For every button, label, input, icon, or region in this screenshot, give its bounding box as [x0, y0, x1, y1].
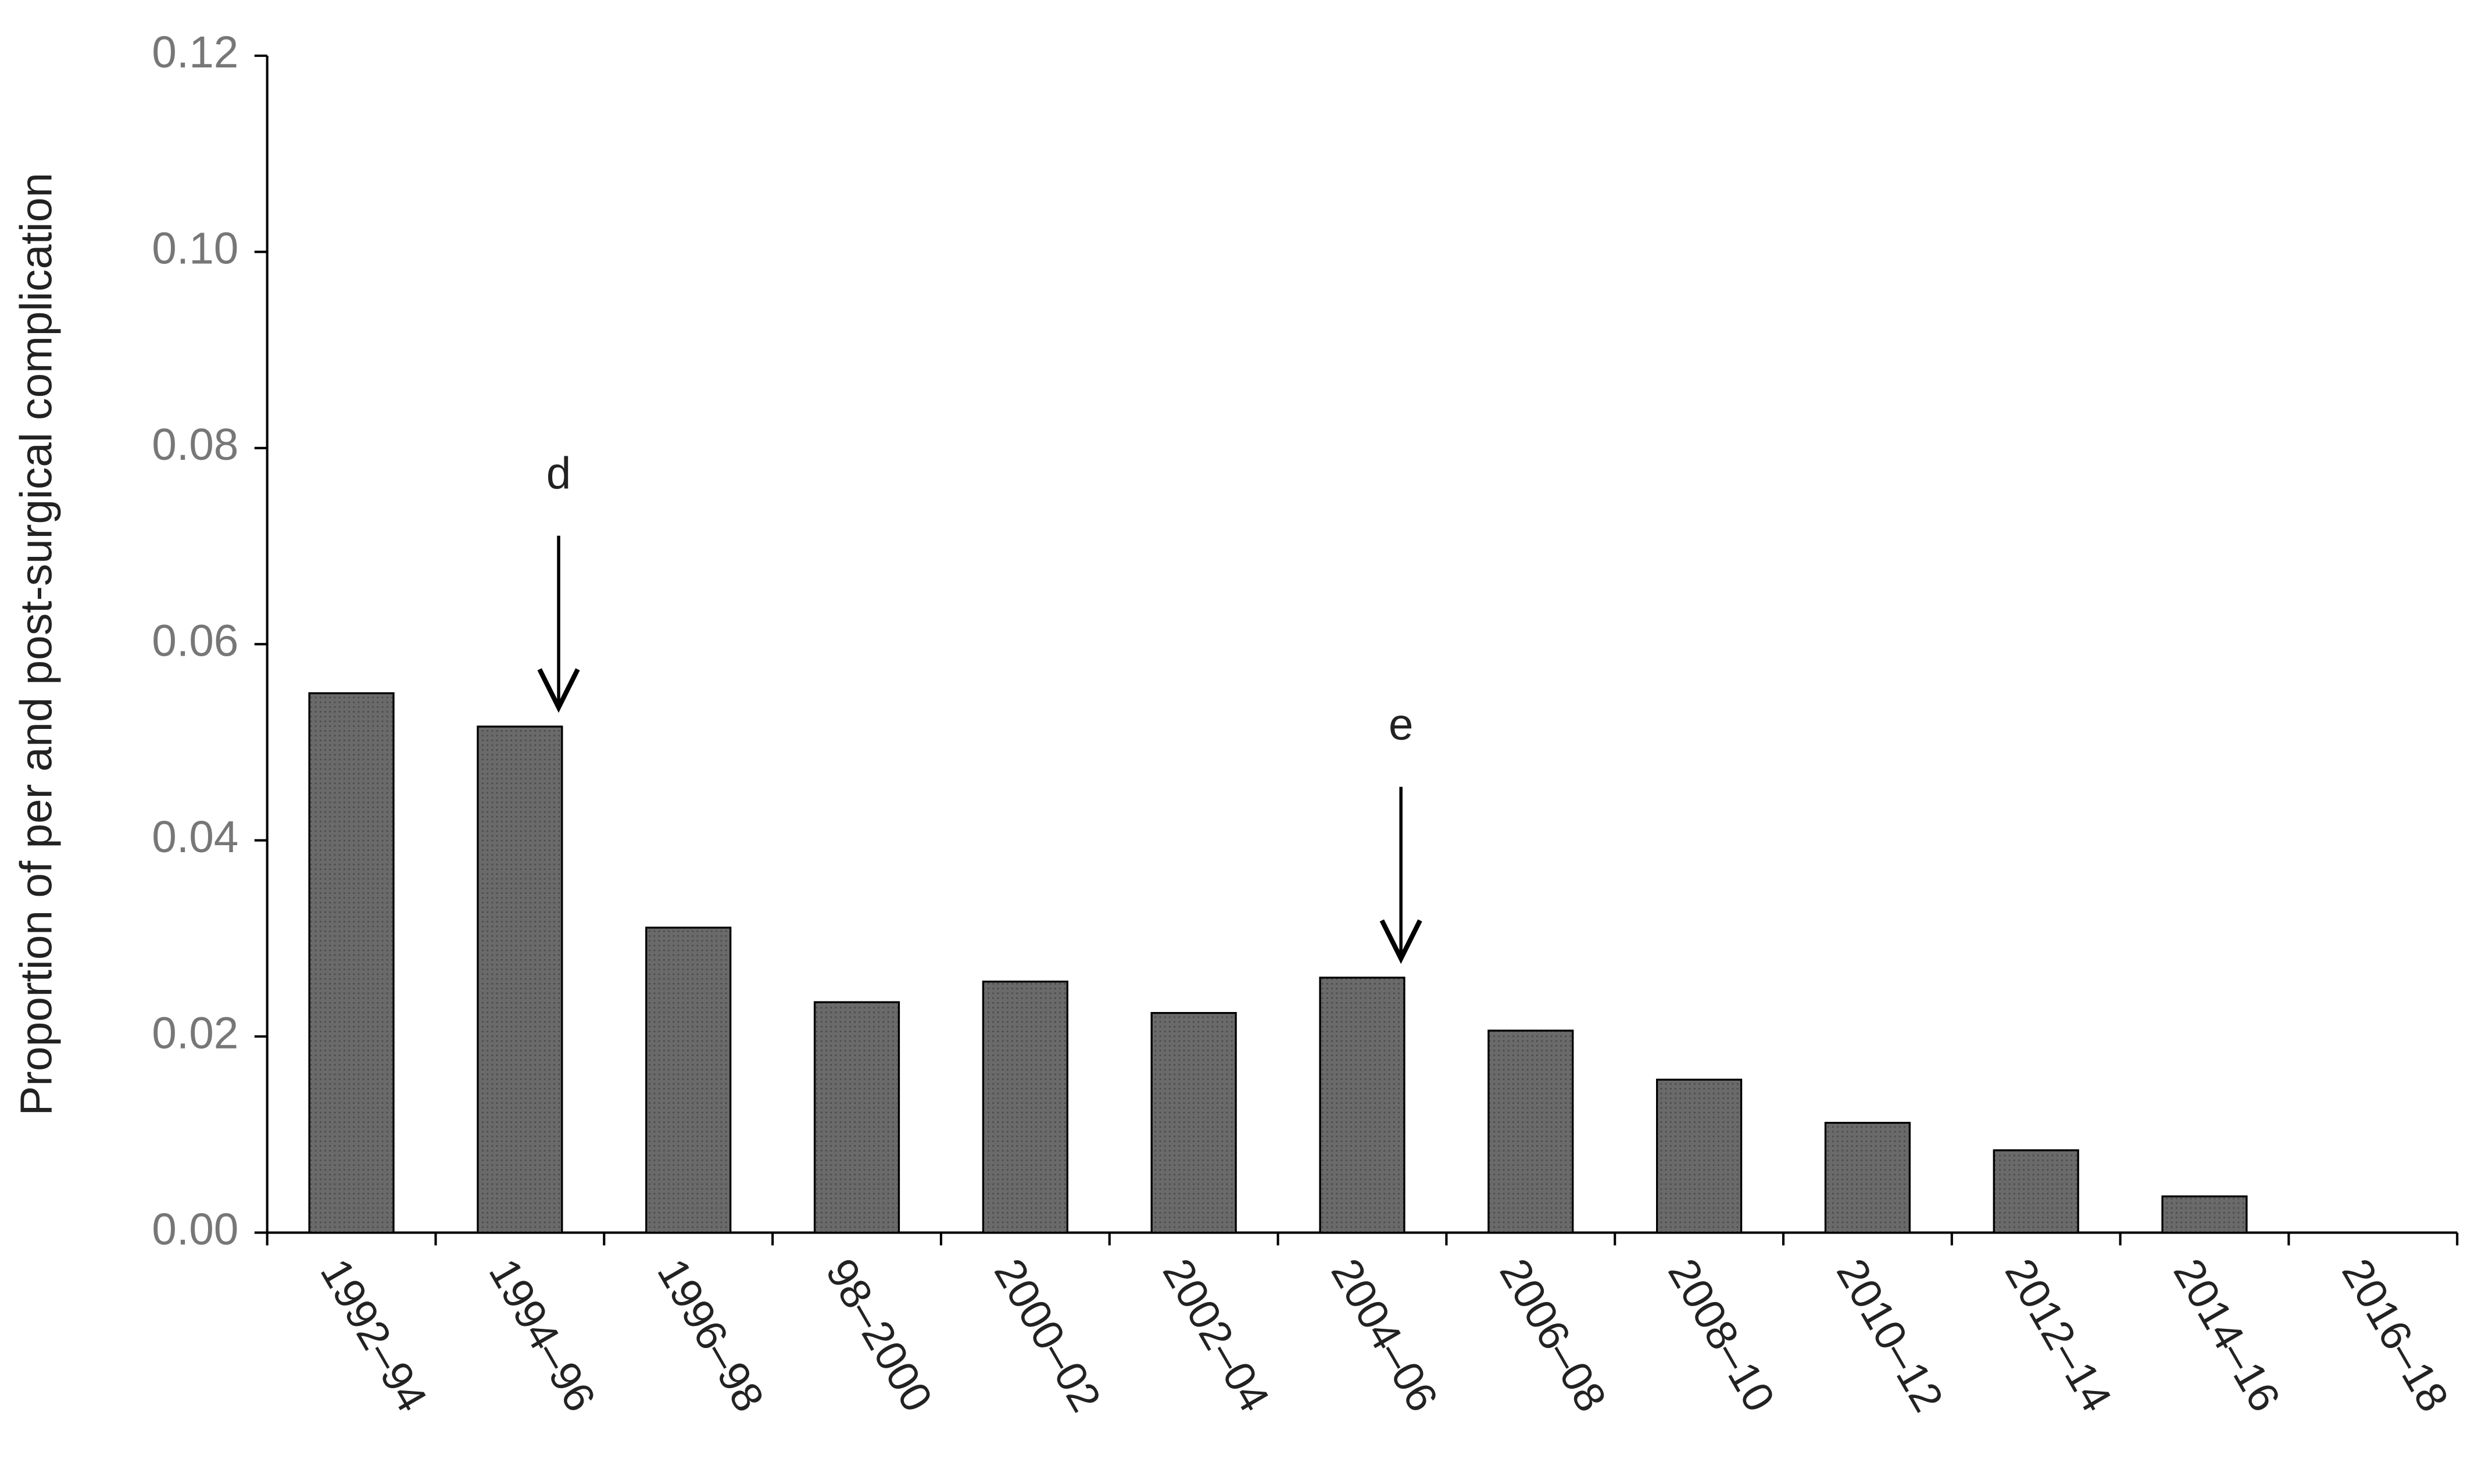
- bar: [1824, 1121, 1911, 1234]
- bar: [982, 981, 1068, 1234]
- y-tick-label: 0.06: [152, 616, 238, 666]
- y-axis-label: Proportion of per and post-surgical comp…: [12, 173, 62, 1115]
- x-tick-label: 2012–14: [1996, 1251, 2122, 1420]
- y-tick-label: 0.02: [152, 1009, 238, 1058]
- x-tick-label: 2006–08: [1490, 1251, 1616, 1420]
- y-tick-label: 0.00: [152, 1205, 238, 1254]
- bar: [1993, 1149, 2079, 1234]
- x-tick-label: 2008–10: [1659, 1251, 1785, 1420]
- x-tick-label: 2000–02: [985, 1251, 1111, 1420]
- x-tick-label: 2004–06: [1322, 1251, 1447, 1420]
- bar: [1319, 977, 1406, 1234]
- annotation-text: e: [1389, 700, 1414, 750]
- x-tick-label: 1992–94: [312, 1251, 437, 1420]
- bar: [477, 725, 563, 1234]
- x-tick-label: 1994–96: [480, 1251, 605, 1420]
- bar: [2161, 1195, 2248, 1234]
- x-tick-label: 2014–16: [2164, 1251, 2290, 1420]
- bar: [813, 1001, 900, 1234]
- bar: [645, 927, 732, 1234]
- y-tick-label: 0.04: [152, 813, 238, 862]
- y-tick-label: 0.08: [152, 420, 238, 470]
- y-tick-label: 0.10: [152, 224, 238, 274]
- x-tick-label: 1996–98: [648, 1251, 774, 1420]
- bar: [1150, 1011, 1237, 1234]
- annotation-arrowhead: [1379, 919, 1422, 964]
- x-tick-label: 98–2000: [817, 1251, 942, 1420]
- bar: [1487, 1029, 1574, 1234]
- bar: [308, 692, 395, 1234]
- annotation-text: d: [546, 449, 571, 499]
- y-tick-label: 0.12: [152, 28, 238, 77]
- x-tick-label: 2016–18: [2333, 1251, 2458, 1420]
- x-tick-label: 2010–12: [1828, 1251, 1953, 1420]
- bar: [1656, 1078, 1743, 1234]
- annotation-arrowhead: [537, 668, 580, 713]
- x-tick-label: 2002–04: [1154, 1251, 1279, 1420]
